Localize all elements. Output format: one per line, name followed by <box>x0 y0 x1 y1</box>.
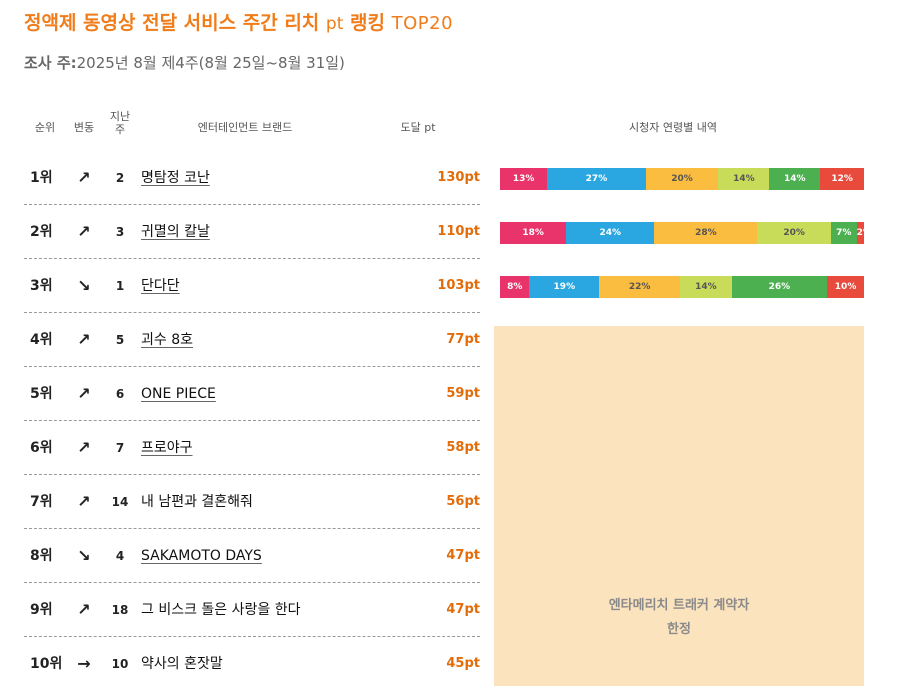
age-segment: 13% <box>500 168 548 190</box>
age-segment: 14% <box>680 276 732 298</box>
reach-pt-cell: 110pt <box>437 224 480 239</box>
brand-link[interactable]: 명탐정 코난 <box>141 170 210 186</box>
table-row: 3위 ↘ 1 단다단 103pt <box>24 259 480 313</box>
brand-name: 약사의 혼잣말 <box>141 656 223 672</box>
rank-cell: 4위 <box>30 332 53 348</box>
last-week-cell: 18 <box>111 603 129 617</box>
change-arrow-icon: ↗ <box>77 384 91 403</box>
table-row: 6위 ↗ 7 프로야구 58pt <box>24 421 480 475</box>
title-ranking: 랭킹 <box>350 12 385 34</box>
page-title: 정액제 동영상 전달 서비스 주간 리치 pt 랭킹 TOP20 <box>24 8 453 35</box>
age-segment: 14% <box>718 168 770 190</box>
last-week-cell: 5 <box>115 333 125 347</box>
change-arrow-icon: ↗ <box>77 222 91 241</box>
age-breakdown-bar: 8% 19% 22% 14% 26% 10% <box>500 276 864 298</box>
brand-name: 그 비스크 돌은 사랑을 한다 <box>141 602 301 618</box>
age-segment: 19% <box>529 276 600 298</box>
reach-pt-cell: 56pt <box>446 494 480 509</box>
table-row: 8위 ↘ 4 SAKAMOTO DAYS 47pt <box>24 529 480 583</box>
age-segment: 2% <box>856 222 864 244</box>
last-week-cell: 14 <box>111 495 129 509</box>
change-arrow-icon: ↘ <box>77 546 91 565</box>
change-arrow-icon: → <box>77 654 91 673</box>
age-segment: 10% <box>827 276 864 298</box>
col-header-last-week: 지난 주 <box>109 110 131 136</box>
locked-line-2: 한정 <box>667 622 691 637</box>
rank-cell: 8위 <box>30 548 53 564</box>
table-row: 1위 ↗ 2 명탐정 코난 130pt <box>24 151 480 205</box>
rank-cell: 1위 <box>30 170 53 186</box>
age-segment: 7% <box>830 222 857 244</box>
locked-message: 엔타메리치 트래커 계약자 한정 <box>494 594 864 642</box>
col-header-age: 시청자 연령별 내역 <box>629 121 717 134</box>
age-segment: 20% <box>645 168 719 190</box>
rank-cell: 2위 <box>30 224 53 240</box>
age-segment: 14% <box>769 168 821 190</box>
col-header-reach: 도달 pt <box>400 121 436 134</box>
col-header-brand: 엔터테인먼트 브랜드 <box>197 121 293 134</box>
week-value: 2025년 8월 제4주(8월 25일~8월 31일) <box>76 54 345 72</box>
reach-pt-cell: 47pt <box>446 602 480 617</box>
table-row: 9위 ↗ 18 그 비스크 돌은 사랑을 한다 47pt <box>24 583 480 637</box>
age-breakdown-bar: 13% 27% 20% 14% 14% 12% <box>500 168 864 190</box>
change-arrow-icon: ↗ <box>77 330 91 349</box>
brand-link[interactable]: 괴수 8호 <box>141 332 193 348</box>
reach-pt-cell: 59pt <box>446 386 480 401</box>
change-arrow-icon: ↗ <box>77 492 91 511</box>
age-breakdown-bar: 18%24%28%20%7%2% <box>500 222 864 244</box>
brand-name: 내 남편과 결혼해줘 <box>141 494 253 510</box>
change-arrow-icon: ↗ <box>77 168 91 187</box>
age-segment: 20% <box>757 222 831 244</box>
last-week-cell: 1 <box>115 279 125 293</box>
last-week-cell: 4 <box>115 549 125 563</box>
reach-pt-cell: 47pt <box>446 548 480 563</box>
title-top: TOP20 <box>391 13 454 34</box>
table-row: 2위 ↗ 3 귀멸의 칼날 110pt <box>24 205 480 259</box>
week-label: 조사 주: <box>24 54 77 72</box>
age-segment: 22% <box>599 276 681 298</box>
age-segment: 12% <box>820 168 864 190</box>
age-segment: 18% <box>500 222 567 244</box>
rank-cell: 7위 <box>30 494 53 510</box>
change-arrow-icon: ↘ <box>77 276 91 295</box>
last-week-cell: 2 <box>115 171 125 185</box>
table-row: 5위 ↗ 6 ONE PIECE 59pt <box>24 367 480 421</box>
reach-pt-cell: 45pt <box>446 656 480 671</box>
table-row: 10위 → 10 약사의 혼잣말 45pt <box>24 637 480 686</box>
table-row: 4위 ↗ 5 괴수 8호 77pt <box>24 313 480 367</box>
change-arrow-icon: ↗ <box>77 600 91 619</box>
survey-week: 조사 주:2025년 8월 제4주(8월 25일~8월 31일) <box>24 52 345 73</box>
age-segment: 28% <box>654 222 758 244</box>
rank-cell: 10위 <box>30 656 63 672</box>
rank-cell: 5위 <box>30 386 53 402</box>
reach-pt-cell: 58pt <box>446 440 480 455</box>
last-week-cell: 3 <box>115 225 125 239</box>
last-week-cell: 6 <box>115 387 125 401</box>
rank-cell: 9위 <box>30 602 53 618</box>
title-main: 정액제 동영상 전달 서비스 주간 리치 <box>24 12 320 34</box>
last-week-cell: 10 <box>111 657 129 671</box>
reach-pt-cell: 130pt <box>437 170 480 185</box>
locked-age-panel: 엔타메리치 트래커 계약자 한정 <box>494 326 864 686</box>
brand-link[interactable]: 귀멸의 칼날 <box>141 224 210 240</box>
age-segment: 24% <box>566 222 655 244</box>
reach-pt-cell: 103pt <box>437 278 480 293</box>
col-header-rank: 순위 <box>34 121 56 134</box>
brand-link[interactable]: SAKAMOTO DAYS <box>141 548 262 564</box>
rank-cell: 6위 <box>30 440 53 456</box>
brand-link[interactable]: 프로야구 <box>141 440 193 456</box>
table-row: 7위 ↗ 14 내 남편과 결혼해줘 56pt <box>24 475 480 529</box>
brand-link[interactable]: 단다단 <box>141 278 180 294</box>
age-segment: 8% <box>500 276 530 298</box>
age-segment: 26% <box>731 276 828 298</box>
age-segment: 27% <box>547 168 646 190</box>
rank-cell: 3위 <box>30 278 53 294</box>
brand-link[interactable]: ONE PIECE <box>141 386 216 402</box>
title-pt: pt <box>325 14 344 34</box>
reach-pt-cell: 77pt <box>446 332 480 347</box>
col-header-change: 변동 <box>73 121 95 134</box>
change-arrow-icon: ↗ <box>77 438 91 457</box>
last-week-cell: 7 <box>115 441 125 455</box>
locked-line-1: 엔타메리치 트래커 계약자 <box>608 598 750 613</box>
